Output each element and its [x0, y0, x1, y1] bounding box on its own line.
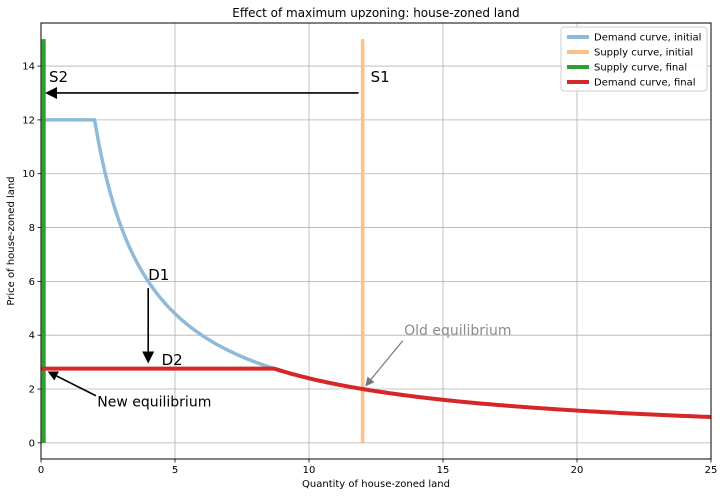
plot-background [41, 23, 711, 459]
demand-shift-arrow-head [142, 351, 155, 364]
new-equilibrium-arrow-head [47, 371, 59, 381]
plot-frame [40, 22, 712, 460]
old-equilibrium-arrow-head [365, 376, 375, 387]
label-new-equilibrium: New equilibrium [97, 395, 211, 411]
annotations: S1 S2 D1 D2 Old equilibrium New equilibrium [45, 68, 511, 411]
old-equilibrium-arrow [365, 340, 404, 387]
label-old-equilibrium: Old equilibrium [404, 323, 511, 339]
x-tick-label: 15 [437, 465, 450, 476]
demand-shift-arrow [142, 288, 155, 364]
new-equilibrium-arrow [47, 371, 97, 397]
label-d2: D2 [162, 351, 183, 369]
x-tick-label: 10 [303, 465, 316, 476]
series-lines [41, 39, 711, 443]
y-tick-label: 8 [29, 223, 35, 234]
label-s2: S2 [49, 68, 68, 86]
y-tick-label: 6 [29, 277, 35, 288]
supply-shift-arrow [45, 86, 359, 99]
legend-entry: Supply curve, initial [594, 48, 693, 59]
y-tick-label: 2 [29, 385, 35, 396]
y-tick-label: 10 [22, 169, 35, 180]
legend-entry: Demand curve, initial [594, 33, 701, 44]
legend-box [560, 26, 708, 92]
supply-shift-arrow-head [45, 86, 58, 99]
legend-entry: Supply curve, final [594, 63, 687, 74]
x-axis-label: Quantity of house-zoned land [302, 479, 450, 490]
x-tick-label: 25 [705, 465, 718, 476]
old-equilibrium-arrow-shaft [370, 340, 404, 380]
chart-title: Effect of maximum upzoning: house-zoned … [232, 6, 519, 20]
y-tick-label: 12 [22, 115, 35, 126]
axis-ticks: 0 5 10 15 20 25 0 2 4 6 8 10 12 14 [22, 62, 717, 476]
label-s1: S1 [371, 68, 390, 86]
y-tick-label: 14 [22, 62, 35, 73]
new-equilibrium-arrow-shaft [56, 375, 97, 397]
x-tick-label: 20 [571, 465, 584, 476]
grid [40, 23, 712, 459]
y-tick-label: 4 [29, 331, 35, 342]
y-axis-label: Price of house-zoned land [6, 176, 17, 305]
x-tick-label: 5 [172, 465, 178, 476]
series-line-demand-curve-final [41, 366, 711, 420]
legend: Demand curve, initial Supply curve, initi… [560, 26, 708, 92]
y-tick-label: 0 [29, 438, 35, 449]
x-tick-label: 0 [38, 465, 44, 476]
label-d1: D1 [148, 266, 169, 284]
legend-entry: Demand curve, final [594, 78, 696, 89]
